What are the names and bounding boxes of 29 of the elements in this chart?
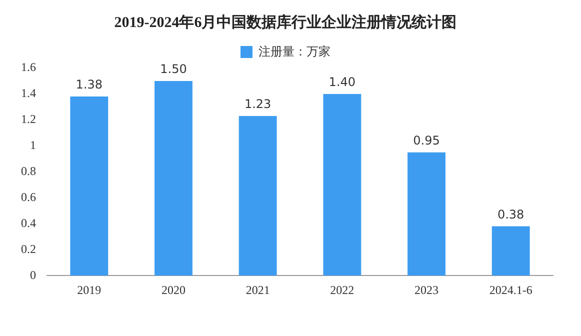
x-tick-label: 2024.1-6: [489, 282, 532, 297]
x-tick-label: 2023: [414, 282, 438, 297]
bar: [323, 94, 362, 276]
y-tick-label: 1.4: [21, 86, 36, 100]
x-tick-label: 2020: [162, 282, 186, 297]
text: 1.40: [328, 75, 356, 90]
y-tick-label: 1.6: [21, 60, 36, 74]
y-tick-label: 0.6: [21, 190, 36, 204]
y-tick-label: 0: [30, 268, 36, 282]
text: 1.50: [160, 62, 187, 76]
y-tick-label: 1: [30, 138, 36, 152]
y-tick-label: 0.2: [21, 242, 36, 256]
chart-title: 2019-2024年6月中国数据库行业企业注册情况统计图: [114, 12, 457, 31]
text: 0.95: [413, 133, 440, 148]
legend-label: 注册量：万家: [258, 44, 330, 58]
text: 0.38: [497, 207, 524, 222]
bar: [408, 152, 446, 276]
bar: [70, 96, 108, 276]
x-tick-label: 2019: [77, 282, 102, 297]
text: 1.23: [244, 97, 272, 112]
bar: [154, 80, 192, 276]
bar: [238, 116, 277, 276]
bar: [492, 226, 530, 276]
y-tick-label: 1.2: [21, 112, 36, 126]
x-tick-label: 2021: [246, 282, 270, 297]
text: 1.38: [76, 78, 103, 92]
x-tick-label: 2022: [330, 282, 354, 297]
y-tick-label: 0.8: [21, 164, 36, 178]
y-tick-label: 0.4: [21, 216, 36, 230]
